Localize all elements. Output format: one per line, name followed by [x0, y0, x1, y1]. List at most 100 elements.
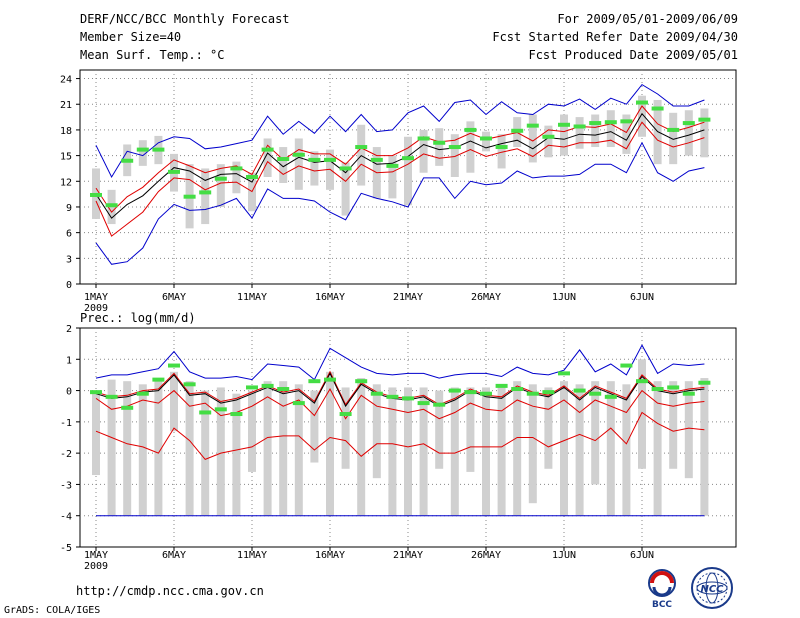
observed-marker: [168, 169, 180, 174]
lower-spread-line: [95, 121, 705, 237]
ensemble-box: [560, 381, 568, 516]
observed-marker: [136, 391, 149, 396]
source-url[interactable]: http://cmdp.ncc.cma.gov.cn: [76, 584, 264, 598]
ensemble-box: [591, 381, 600, 485]
ensemble-box: [669, 381, 678, 469]
bcc-logo-text: BCC: [652, 600, 672, 610]
ensemble-box: [466, 121, 475, 173]
y-tick-label: -5: [60, 543, 72, 554]
y-tick-label: 3: [66, 254, 72, 265]
ensemble-box: [653, 381, 662, 516]
ensemble-box: [263, 381, 272, 516]
observed-marker: [277, 387, 290, 392]
observed-marker: [448, 388, 461, 393]
ensemble-box: [450, 134, 459, 177]
ensemble-box: [372, 384, 381, 479]
y-tick-label: 18: [60, 126, 72, 137]
observed-marker: [386, 394, 399, 399]
ensemble-box: [497, 387, 506, 516]
observed-marker: [261, 383, 274, 388]
ensemble-box: [404, 136, 412, 206]
observed-marker: [308, 379, 321, 384]
observed-marker: [558, 371, 570, 376]
observed-marker: [589, 121, 602, 126]
x-tick-label: 26MAY: [471, 292, 501, 303]
observed-marker: [121, 405, 134, 410]
observed-marker: [261, 147, 274, 152]
y-tick-label: -1: [60, 418, 72, 429]
ensemble-box: [419, 387, 428, 516]
y-tick-label: -4: [60, 512, 72, 523]
ensemble-box: [310, 390, 319, 463]
ensemble-box: [435, 128, 444, 166]
produced-date: Fcst Produced Date 2009/05/01: [528, 48, 738, 62]
observed-marker: [324, 377, 336, 382]
observed-marker: [386, 163, 399, 168]
precip-panel-title: Prec.: log(mm/d): [80, 311, 196, 325]
x-tick-label: 1MAY: [84, 292, 108, 303]
observed-marker: [230, 166, 243, 171]
observed-marker: [214, 407, 227, 412]
observed-marker: [542, 390, 555, 395]
max-line: [95, 344, 705, 381]
observed-marker: [573, 388, 586, 393]
observed-marker: [667, 127, 680, 132]
y-tick-label: 2: [66, 324, 72, 335]
ensemble-box: [310, 151, 319, 186]
ensemble-box: [357, 378, 366, 516]
observed-marker: [168, 363, 180, 368]
observed-marker: [308, 157, 321, 162]
observed-marker: [464, 390, 477, 395]
y-tick-label: 24: [60, 75, 72, 86]
ensemble-box: [154, 378, 163, 516]
chart-title: DERF/NCC/BCC Monthly Forecast: [80, 12, 290, 26]
ensemble-box: [528, 384, 537, 504]
x-tick-label: 21MAY: [393, 550, 423, 561]
x-tick-label: 16MAY: [315, 292, 345, 303]
ensemble-box: [92, 390, 100, 476]
observed-marker: [433, 402, 446, 407]
ensemble-box: [279, 381, 288, 516]
ensemble-box: [544, 387, 553, 469]
min-line: [95, 141, 705, 265]
observed-marker: [651, 387, 664, 392]
ensemble-box: [404, 387, 412, 516]
ensemble-box: [622, 384, 631, 516]
forecast-period: For 2009/05/01-2009/06/09: [557, 12, 738, 26]
observed-marker: [495, 383, 508, 388]
observed-marker: [292, 401, 305, 406]
ncc-logo: NCC: [691, 567, 733, 609]
x-tick-label: 1JUN: [552, 550, 576, 561]
observed-marker: [636, 379, 648, 384]
ensemble-box: [341, 162, 350, 216]
observed-marker: [214, 176, 227, 181]
observed-marker: [495, 145, 508, 150]
observed-marker: [526, 391, 539, 396]
ensemble-box: [123, 381, 132, 516]
member-size: Member Size=40: [80, 30, 182, 44]
observed-marker: [620, 363, 633, 368]
observed-marker: [355, 379, 368, 384]
ensemble-box: [466, 387, 475, 472]
observed-marker: [339, 166, 352, 171]
observed-marker: [558, 122, 570, 127]
chart-panel-1: 0 3 6 9 12 15 18 21 24 1MAY 6MAY 11MAY 16MAY 21MAY 26M…: [60, 69, 737, 314]
lower-spread-line: [95, 387, 705, 420]
observed-marker: [324, 157, 336, 162]
ensemble-box: [248, 390, 256, 472]
observed-marker: [698, 380, 711, 385]
y-tick-label: 0: [66, 387, 72, 398]
ensemble-box: [232, 161, 241, 194]
y-tick-label: -3: [60, 480, 72, 491]
x-tick-label: 1JUN: [552, 292, 576, 303]
ensemble-box: [482, 131, 490, 152]
ensemble-box: [216, 387, 225, 516]
observed-marker: [199, 190, 212, 195]
ensemble-box: [435, 390, 444, 469]
ensemble-box: [482, 387, 490, 516]
observed-marker: [620, 119, 633, 124]
ensemble-box: [497, 134, 506, 169]
observed-marker: [604, 394, 617, 399]
y-tick-label: 1: [66, 355, 72, 366]
x-tick-label: 6MAY: [162, 292, 186, 303]
